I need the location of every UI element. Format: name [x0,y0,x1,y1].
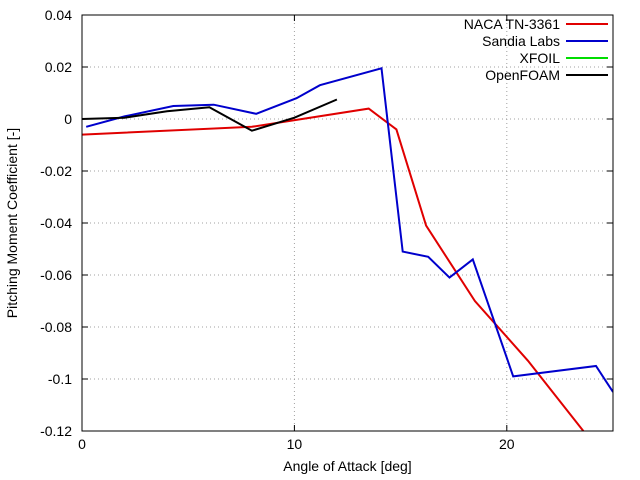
series-line-sandia-labs [85,67,613,393]
y-tick-label: 0.04 [45,7,72,23]
x-tick-label: 10 [287,436,303,452]
y-axis-label: Pitching Moment Coefficient [-] [4,128,20,318]
legend-label-naca-tn-3361: NACA TN-3361 [464,16,560,32]
legend-label-openfoam: OpenFOAM [485,67,560,83]
y-tick-labels: 0.04 0.02 0 -0.02 -0.04 -0.06 -0.08 -0.1 -0.12 [40,7,72,439]
y-tick-label: -0.08 [40,319,72,335]
series-group [82,67,613,431]
ticks [81,14,613,432]
y-tick-label: -0.06 [40,267,72,283]
x-tick-label: 0 [78,436,86,452]
series-line-openfoam [82,98,338,132]
y-tick-label: -0.02 [40,163,72,179]
series-line-naca-tn-3361 [82,107,585,431]
x-tick-labels: 0 10 20 [78,436,515,452]
y-tick-label: 0.02 [45,59,72,75]
y-tick-label: -0.1 [48,371,72,387]
y-tick-label: -0.12 [40,423,72,439]
x-axis-label: Angle of Attack [deg] [283,458,411,474]
legend-label-sandia-labs: Sandia Labs [482,33,560,49]
x-tick-label: 20 [499,436,515,452]
legend-label-xfoil: XFOIL [520,50,561,66]
y-tick-label: 0 [64,111,72,127]
y-tick-label: -0.04 [40,215,72,231]
